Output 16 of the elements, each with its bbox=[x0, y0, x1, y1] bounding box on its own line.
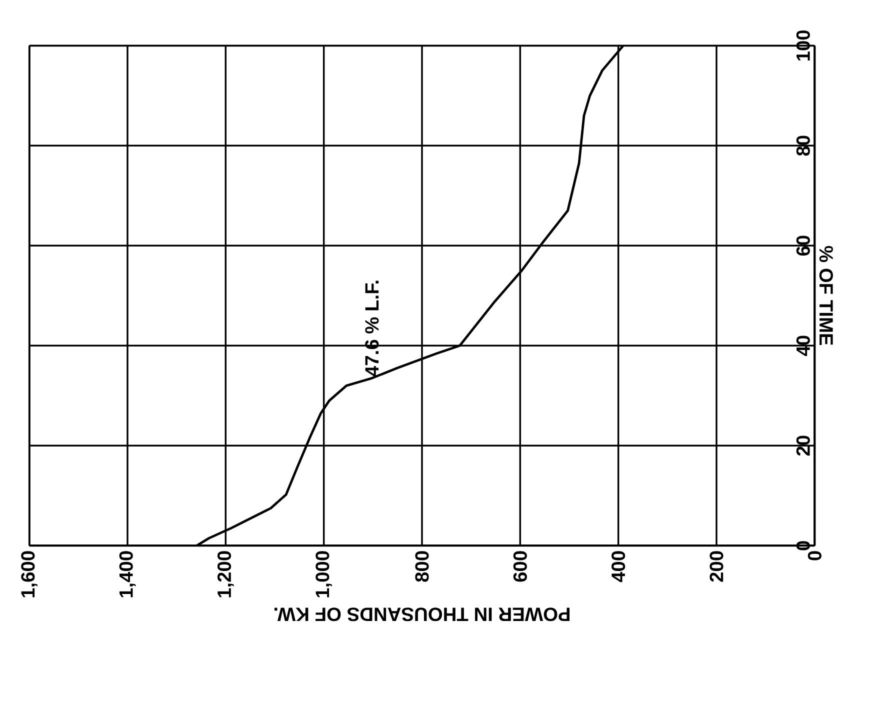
x-tick-label: 1,000 bbox=[316, 551, 332, 598]
y-tick-label: 20 bbox=[796, 436, 810, 456]
y-tick-label: 40 bbox=[796, 336, 810, 356]
x-tick-label: 600 bbox=[513, 551, 527, 582]
y-tick-label: 80 bbox=[796, 136, 810, 156]
x-tick-label: 400 bbox=[612, 551, 626, 582]
y-axis-title: % OF TIME bbox=[819, 246, 833, 346]
x-tick-label: 200 bbox=[710, 551, 724, 582]
x-tick-label: 1,400 bbox=[119, 551, 136, 598]
x-tick-label: 1,600 bbox=[21, 551, 38, 598]
x-axis-title: POWER IN THOUSANDS OF KW. bbox=[274, 608, 570, 622]
x-tick-label: 0 bbox=[808, 551, 822, 560]
y-tick-label: 60 bbox=[796, 236, 810, 256]
y-tick-label: 100 bbox=[796, 30, 810, 60]
x-tick-label: 1,200 bbox=[217, 551, 234, 598]
x-tick-label: 800 bbox=[415, 551, 429, 582]
